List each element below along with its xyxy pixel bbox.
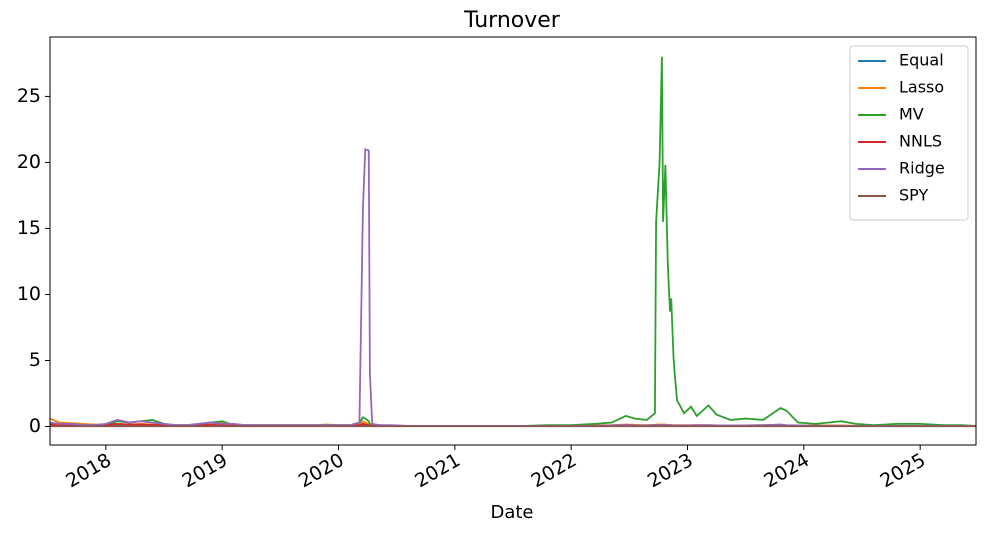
legend-label: Ridge [899,159,945,178]
y-tick-label: 15 [17,217,41,239]
x-tick-label: 2023 [644,449,697,492]
legend-label: NNLS [899,132,942,151]
series-line [50,56,976,427]
x-tick-label: 2025 [877,449,930,492]
legend-label: SPY [899,186,928,205]
legend-label: MV [899,105,924,124]
x-axis-label: Date [490,502,533,523]
x-tick-label: 2024 [760,449,813,492]
series-line [50,147,976,427]
legend-box [849,45,969,221]
legend-label: Equal [899,51,944,70]
y-tick-label: 0 [29,415,41,437]
x-tick-label: 2021 [411,449,464,492]
x-tick-label: 2019 [179,449,232,492]
legend-label: Lasso [899,78,944,97]
y-tick-label: 20 [17,151,41,173]
legend: Equal Lasso MV NNLS Ridge SPY [849,45,969,221]
y-tick-label: 25 [17,85,41,107]
x-tick-label: 2022 [528,449,581,492]
y-tick-label: 10 [17,283,41,305]
chart-title: Turnover [463,8,561,33]
plot-frame [49,36,977,446]
x-tick-label: 2020 [295,449,348,492]
y-tick-label: 5 [29,349,41,371]
x-tick-label: 2018 [62,449,115,492]
